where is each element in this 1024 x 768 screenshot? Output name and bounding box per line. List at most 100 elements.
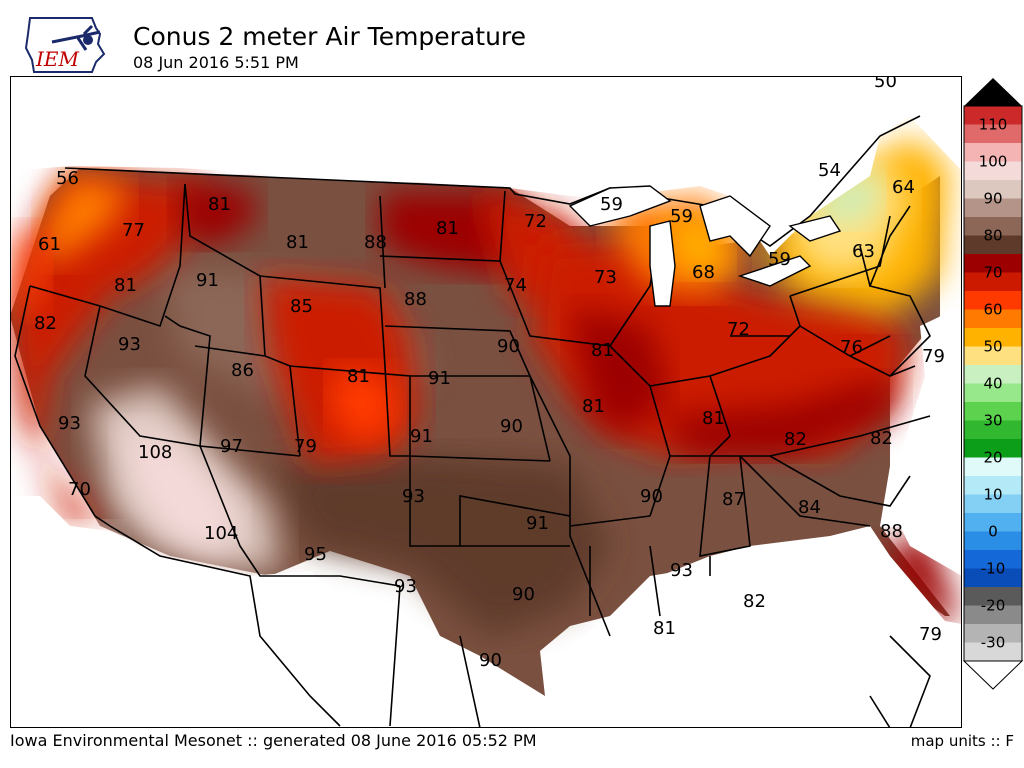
- temperature-map: 56 61 77 81 82 81 91 81 88 81 72 59 59 5…: [10, 76, 962, 728]
- page-title: Conus 2 meter Air Temperature: [133, 22, 527, 51]
- legend-tick-label: 30: [983, 412, 1002, 430]
- station-value: 90: [479, 650, 502, 671]
- station-value: 81: [114, 275, 137, 296]
- legend-tick-label: 10: [983, 486, 1002, 504]
- station-value: 50: [874, 76, 897, 92]
- station-value: 82: [34, 313, 57, 334]
- page-subtitle: 08 Jun 2016 5:51 PM: [133, 53, 299, 72]
- legend-bin: [964, 143, 1022, 162]
- map-frame: [10, 76, 962, 728]
- legend-tick-label: 80: [983, 227, 1002, 245]
- station-value: 95: [304, 544, 327, 565]
- legend-bin: [964, 439, 1022, 458]
- legend-bin: [964, 217, 1022, 236]
- station-value: 81: [702, 408, 725, 429]
- legend-bin: [964, 309, 1022, 329]
- station-value: 88: [404, 289, 427, 310]
- legend-bin: [964, 180, 1022, 199]
- station-value: 59: [768, 249, 791, 270]
- station-value: 74: [504, 275, 527, 296]
- legend-bin: [964, 550, 1022, 569]
- legend-tick-label: 110: [979, 116, 1008, 134]
- station-value: 59: [670, 206, 693, 227]
- station-value: 84: [798, 497, 821, 518]
- legend-bin: [964, 513, 1022, 532]
- legend-tick-label: 90: [983, 190, 1002, 208]
- station-value: 90: [640, 486, 663, 507]
- iem-logo: IEM: [24, 17, 106, 73]
- legend-bin: [964, 346, 1022, 366]
- station-value: 93: [394, 576, 417, 597]
- legend-max-arrow: [964, 78, 1022, 106]
- legend-bin: [964, 235, 1022, 255]
- station-value: 77: [122, 220, 145, 241]
- legend-bin: [964, 642, 1022, 662]
- station-value: 85: [290, 296, 313, 317]
- station-value: 104: [204, 523, 238, 544]
- legend-bin: [964, 402, 1022, 421]
- logo-text: IEM: [35, 47, 80, 71]
- station-value: 86: [231, 360, 254, 381]
- station-value: 79: [294, 436, 317, 457]
- station-value: 81: [436, 218, 459, 239]
- legend-bin: [964, 476, 1022, 495]
- station-value: 79: [922, 346, 945, 367]
- station-value: 72: [727, 319, 750, 340]
- legend-tick-label: -30: [981, 634, 1006, 652]
- legend-bin: [964, 328, 1022, 347]
- station-value: 88: [880, 521, 903, 542]
- legend-tick-label: 40: [983, 375, 1002, 393]
- legend-tick-label: 0: [988, 523, 998, 541]
- station-value: 81: [286, 232, 309, 253]
- legend-bin: [964, 291, 1022, 310]
- station-value: 91: [196, 270, 219, 291]
- station-value: 59: [600, 194, 623, 215]
- legend-bin: [964, 568, 1022, 588]
- legend-bin: [964, 254, 1022, 273]
- legend-bin: [964, 420, 1022, 440]
- non-conus-mask: [10, 76, 962, 728]
- legend-tick-label: 50: [983, 338, 1002, 356]
- station-value: 73: [594, 267, 617, 288]
- station-value: 72: [524, 211, 547, 232]
- station-value: 82: [870, 428, 893, 449]
- legend-bin: [964, 605, 1022, 625]
- station-value: 82: [743, 591, 766, 612]
- legend-tick-label: 70: [983, 264, 1002, 282]
- station-value: 91: [526, 513, 549, 534]
- station-value: 90: [497, 336, 520, 357]
- legend-colorbar: [962, 78, 1024, 690]
- borders: [14, 115, 931, 728]
- station-value: 68: [692, 262, 715, 283]
- station-value: 93: [670, 560, 693, 581]
- station-value: 64: [892, 177, 915, 198]
- legend-bin: [964, 457, 1022, 477]
- legend-bin: [964, 365, 1022, 384]
- station-value: 70: [68, 479, 91, 500]
- station-value: 91: [410, 426, 433, 447]
- station-value: 93: [402, 486, 425, 507]
- legend-bin: [964, 587, 1022, 606]
- station-value: 87: [722, 489, 745, 510]
- station-value: 79: [919, 624, 942, 645]
- footer-units: map units :: F: [910, 732, 1014, 750]
- station-value: 90: [512, 584, 535, 605]
- station-value: 82: [784, 429, 807, 450]
- station-value: 88: [364, 232, 387, 253]
- legend-bin: [964, 272, 1022, 292]
- legend-min-arrow: [962, 660, 1024, 690]
- station-value: 81: [591, 340, 614, 361]
- legend-tick-label: 60: [983, 301, 1002, 319]
- legend-tick-label: -10: [981, 560, 1006, 578]
- station-value: 76: [840, 337, 863, 358]
- station-value: 61: [38, 234, 61, 255]
- legend-bin: [964, 624, 1022, 643]
- footer-credit: Iowa Environmental Mesonet :: generated …: [10, 731, 537, 750]
- legend-bin: [964, 531, 1022, 551]
- legend-tick-label: -20: [981, 597, 1006, 615]
- station-value: 81: [582, 396, 605, 417]
- legend-bin: [964, 383, 1022, 403]
- legend-bin: [964, 161, 1022, 181]
- legend-frame: [963, 105, 1023, 662]
